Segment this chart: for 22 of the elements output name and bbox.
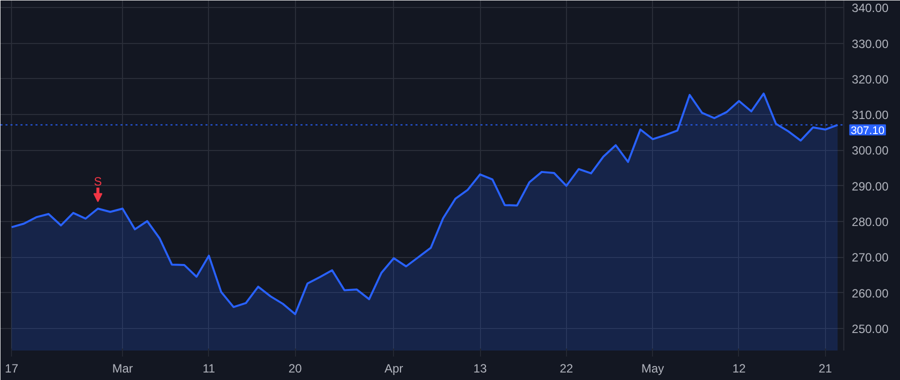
- y-tick-label: 320.00: [852, 72, 889, 86]
- x-tick-label: 11: [202, 362, 216, 376]
- y-tick-label: 290.00: [852, 179, 889, 194]
- x-tick-label: 21: [818, 362, 832, 376]
- y-tick-label: 270.00: [852, 250, 889, 265]
- ref-line-label: 307.10: [850, 124, 884, 137]
- x-tick-label: 12: [732, 362, 746, 376]
- y-tick-label: 330.00: [852, 36, 889, 51]
- annotation: S: [94, 174, 102, 189]
- x-tick-label: 17: [4, 362, 19, 376]
- y-tick-label: 340.00: [852, 1, 889, 16]
- x-tick-label: 22: [560, 362, 574, 376]
- x-tick-label: Mar: [112, 362, 133, 376]
- x-tick-label: 20: [288, 362, 302, 376]
- y-tick-label: 250.00: [852, 322, 889, 336]
- x-tick-label: May: [641, 362, 664, 376]
- y-tick-label: 300.00: [852, 144, 889, 158]
- x-tick-label: 13: [473, 362, 488, 376]
- x-tick-label: Apr: [384, 362, 404, 376]
- y-tick-label: 260.00: [852, 286, 889, 300]
- y-tick-label: 310.00: [852, 108, 889, 122]
- y-tick-label: 280.00: [852, 214, 889, 229]
